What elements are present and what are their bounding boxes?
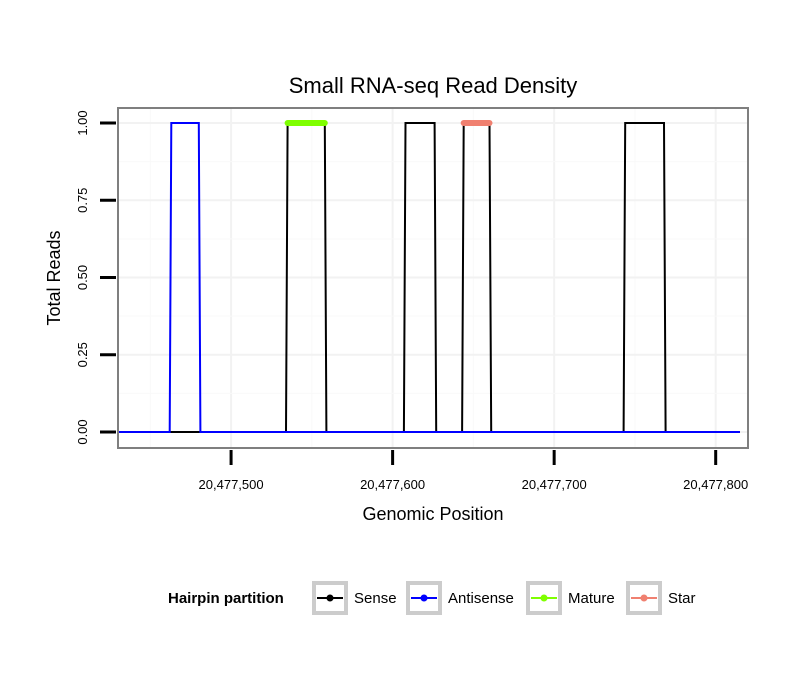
- series-line-antisense: [118, 122, 740, 433]
- legend-label-antisense: Antisense: [448, 590, 514, 607]
- plot-panel-border: [117, 107, 749, 449]
- x-tick-label: 20,477,700: [522, 477, 587, 492]
- legend-key-dot: [420, 594, 428, 602]
- y-axis: 0.00 0.25 0.50 0.75 1.00: [75, 110, 116, 445]
- x-axis-title: Genomic Position: [362, 504, 503, 524]
- legend-key-dot: [326, 594, 334, 602]
- y-tick-label: 0.75: [75, 188, 90, 213]
- x-tick-label: 20,477,800: [683, 477, 748, 492]
- series-group: [118, 120, 740, 433]
- y-tick-label: 0.00: [75, 419, 90, 444]
- x-axis: 20,477,500 20,477,600 20,477,700 20,477,800: [199, 450, 748, 492]
- x-tick-label: 20,477,500: [199, 477, 264, 492]
- y-axis-title: Total Reads: [44, 230, 64, 325]
- y-tick-label: 0.25: [75, 342, 90, 367]
- y-tick-label: 1.00: [75, 110, 90, 135]
- legend-title: Hairpin partition: [168, 590, 284, 607]
- legend-label-star: Star: [668, 590, 696, 607]
- legend-key-dot: [540, 594, 548, 602]
- x-tick-label: 20,477,600: [360, 477, 425, 492]
- legend-label-mature: Mature: [568, 590, 615, 607]
- legend-label-sense: Sense: [354, 590, 397, 607]
- chart-title: Small RNA-seq Read Density: [289, 73, 578, 98]
- legend: Hairpin partition Sense Antisense Mature St…: [168, 581, 696, 615]
- grid-lines: [118, 108, 748, 448]
- legend-key-dot: [640, 594, 648, 602]
- y-tick-label: 0.50: [75, 265, 90, 290]
